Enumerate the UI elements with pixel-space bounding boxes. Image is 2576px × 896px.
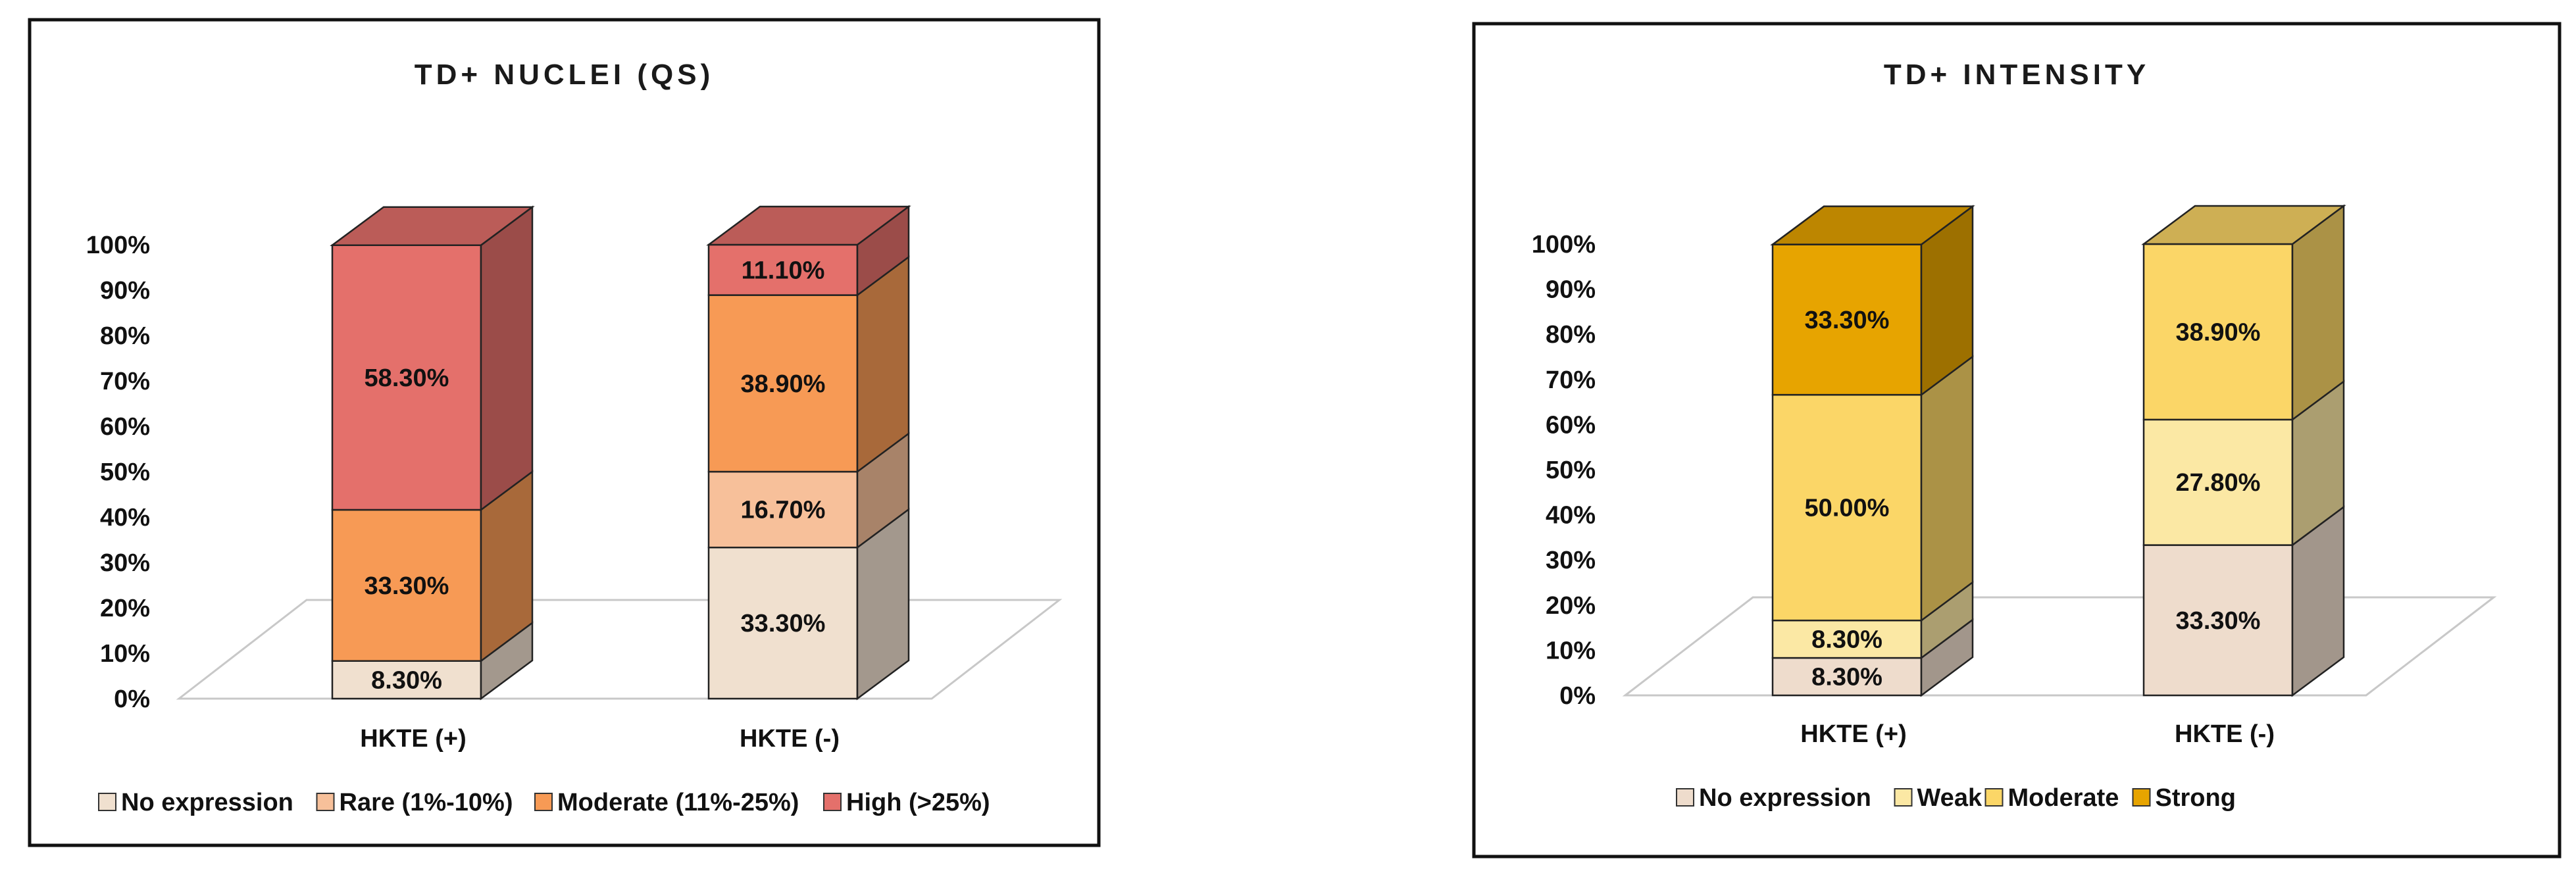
bar-segment <box>1771 393 1923 622</box>
y-tick-label: 10% <box>1546 637 1596 664</box>
bar-top <box>706 205 911 246</box>
y-tick-label: 20% <box>1546 592 1596 620</box>
y-tick-label: 50% <box>1546 457 1596 484</box>
data-label: 33.30% <box>2176 607 2261 635</box>
bar-segment <box>707 243 859 296</box>
bar-segment-side <box>1920 355 1974 622</box>
y-tick-label: 90% <box>1546 276 1596 304</box>
bar-segment <box>2142 243 2294 421</box>
y-tick-label: 50% <box>100 459 150 486</box>
bar-segment-side <box>480 205 534 512</box>
x-category-label: HKTE (-) <box>2175 720 2275 748</box>
data-label: 33.30% <box>741 610 826 637</box>
bar-stack-2: 33.30% 16.70% 38.90% 11.10% <box>706 205 911 701</box>
y-tick-label: 0% <box>1559 682 1596 710</box>
bar-segment <box>2142 544 2294 697</box>
data-label: 33.30% <box>1805 307 1890 334</box>
bar-segment <box>707 294 859 473</box>
y-tick-label: 30% <box>100 549 150 577</box>
bar-segment <box>331 244 482 511</box>
data-label: 8.30% <box>1811 626 1882 654</box>
y-tick-label: 10% <box>100 640 150 668</box>
chart-floor <box>176 599 1063 700</box>
y-tick-label: 80% <box>100 322 150 350</box>
y-tick-label: 0% <box>114 685 150 713</box>
legend-entry: High (>25%) <box>846 789 990 816</box>
y-tick-label: 70% <box>100 368 150 395</box>
legend: No expression Rare (1%-10%) Moderate (11%-… <box>98 789 990 816</box>
x-category-label: HKTE (-) <box>740 725 840 753</box>
legend-swatch <box>534 793 553 811</box>
chart-title: TD+ NUCLEI (QS) <box>415 59 714 91</box>
legend-swatch <box>316 793 335 811</box>
legend-entry: Rare (1%-10%) <box>340 789 513 816</box>
legend-entry: Strong <box>2156 784 2236 812</box>
y-tick-label: 20% <box>100 595 150 622</box>
y-tick-label: 40% <box>1546 502 1596 530</box>
chart-1: TD+ NUCLEI (QS) 0% 10% 20% 30% 40% 50% 60% 70% 80… <box>28 18 1101 847</box>
bar-segment <box>2142 418 2294 546</box>
bar-stack-1: 8.30% 33.30% 58.30% <box>330 205 535 701</box>
bar-segment <box>1771 619 1923 659</box>
data-label: 38.90% <box>2176 318 2261 346</box>
y-tick-label: 30% <box>1546 547 1596 574</box>
y-tick-label: 80% <box>1546 321 1596 349</box>
bar-segment <box>1771 243 1923 396</box>
legend-swatch <box>823 793 842 811</box>
legend-entry: Moderate (11%-25%) <box>557 789 799 816</box>
y-tick-label: 60% <box>1546 411 1596 439</box>
x-category-label: HKTE (+) <box>1800 720 1907 748</box>
data-label: 11.10% <box>742 257 825 284</box>
y-tick-label: 70% <box>1546 366 1596 394</box>
bar-stack-2: 33.30% 27.80% 38.90% <box>2141 204 2346 697</box>
bar-top <box>330 206 535 246</box>
legend-entry: No expression <box>121 789 293 816</box>
data-label: 50.00% <box>1805 495 1890 522</box>
bar-top <box>2141 205 2346 245</box>
y-tick-label: 90% <box>100 277 150 305</box>
bar-segment <box>707 546 859 700</box>
y-tick-label: 40% <box>100 504 150 532</box>
data-label: 38.90% <box>741 370 826 398</box>
legend-swatch <box>1984 788 2004 807</box>
data-label: 16.70% <box>741 497 826 524</box>
bar-stack-1: 8.30% 8.30% 50.00% 33.30% <box>1770 205 1975 697</box>
legend-swatch <box>2132 788 2151 807</box>
chart-floor <box>1622 596 2497 697</box>
data-label: 8.30% <box>1811 664 1882 691</box>
legend-entry: Weak <box>1917 784 1983 812</box>
data-label: 8.30% <box>371 666 442 694</box>
bar-segment <box>1771 657 1923 697</box>
chart-frame <box>28 18 1101 847</box>
bar-segment <box>707 470 859 549</box>
legend-entry: Moderate <box>2008 784 2119 812</box>
data-label: 58.30% <box>365 364 449 392</box>
chart-2: TD+ INTENSITY 0% 10% 20% 30% 40% 50% 60% 70% 80% 9… <box>1472 22 2562 859</box>
legend-entry: No expression <box>1699 784 1871 812</box>
y-tick-label: 100% <box>1532 231 1596 259</box>
x-category-label: HKTE (+) <box>360 725 467 753</box>
y-tick-label: 60% <box>100 413 150 441</box>
bar-top <box>1770 205 1975 245</box>
legend-swatch <box>1894 788 1913 807</box>
data-label: 33.30% <box>365 572 449 600</box>
chart-title: TD+ INTENSITY <box>1884 59 2150 91</box>
data-label: 27.80% <box>2176 469 2261 497</box>
legend: No expression Weak Moderate Strong <box>1676 784 2236 812</box>
legend-swatch <box>98 793 116 811</box>
chart-frame <box>1472 22 2562 859</box>
y-tick-label: 100% <box>86 232 150 259</box>
legend-swatch <box>1676 788 1694 807</box>
